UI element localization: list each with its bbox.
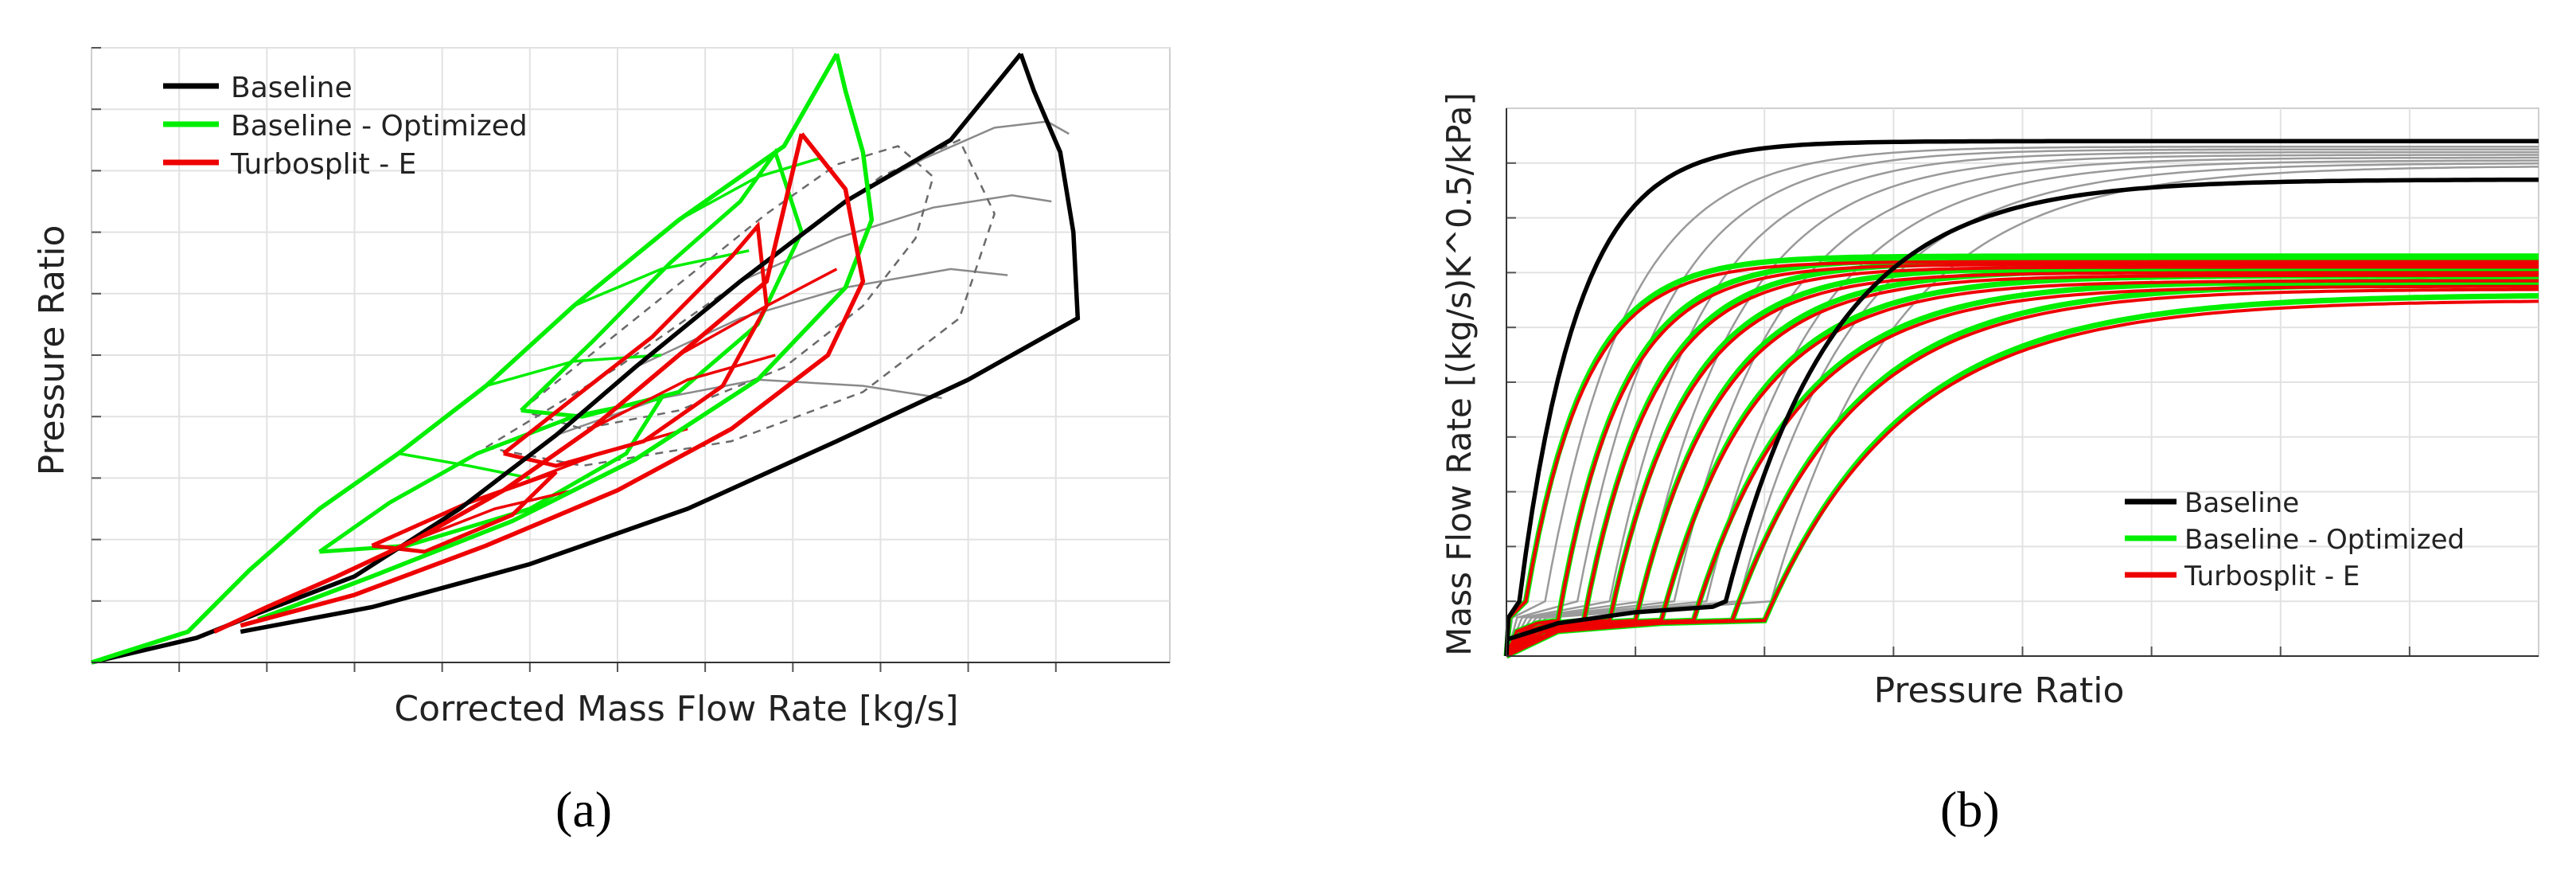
chart-b: Pressure Ratio Mass Flow Rate [(kg/s)K^0… bbox=[1440, 92, 2539, 711]
speed-line bbox=[415, 489, 575, 541]
panel-label-a: (a) bbox=[555, 781, 613, 838]
legend-b-label-turbosplit: Turbosplit - E bbox=[2184, 561, 2360, 592]
legend-a-label-baseline: Baseline bbox=[231, 72, 353, 104]
chart-b-xlabel: Pressure Ratio bbox=[1874, 670, 2125, 711]
panel-label-b: (b) bbox=[1940, 781, 2000, 838]
chart-b-series bbox=[1503, 139, 2539, 659]
chart-b-gray-curve bbox=[1505, 148, 2539, 657]
chart-b-curve bbox=[1505, 293, 2539, 659]
legend-a-label-turbosplit: Turbosplit - E bbox=[230, 148, 416, 181]
efficiency-island bbox=[371, 470, 558, 554]
choke-line bbox=[240, 132, 866, 628]
speed-line bbox=[590, 354, 776, 431]
chart-b-curve bbox=[1505, 284, 2539, 658]
chart-b-baseline-curve bbox=[1506, 177, 2539, 643]
chart-b-gray-curve bbox=[1505, 145, 2539, 657]
chart-b-gray-curve bbox=[1505, 150, 2539, 657]
chart-b-curve bbox=[1505, 281, 2539, 659]
chart-a-legend: Baseline Baseline - Optimized Turbosplit… bbox=[163, 72, 528, 181]
chart-a-xlabel: Corrected Mass Flow Rate [kg/s] bbox=[394, 689, 958, 729]
choke-line bbox=[257, 53, 875, 622]
chart-b-gray-curve bbox=[1506, 159, 2539, 657]
chart-b-ylabel: Mass Flow Rate [(kg/s)K^0.5/kPa] bbox=[1440, 92, 1479, 656]
efficiency-island bbox=[318, 395, 666, 554]
chart-b-curve bbox=[1504, 267, 2539, 658]
efficiency-island bbox=[485, 139, 996, 467]
chart-b-curve bbox=[1505, 279, 2539, 658]
chart-a: Corrected Mass Flow Rate [kg/s] Pressure… bbox=[32, 47, 1171, 729]
chart-a-series bbox=[91, 52, 1081, 665]
chart-b-curve bbox=[1505, 260, 2539, 657]
chart-b-curve bbox=[1505, 265, 2539, 658]
chart-a-ylabel: Pressure Ratio bbox=[32, 225, 72, 476]
legend-a-label-optimized: Baseline - Optimized bbox=[231, 110, 528, 143]
speed-line bbox=[739, 194, 1052, 283]
surge-line bbox=[213, 133, 804, 634]
speed-line bbox=[398, 451, 531, 480]
chart-b-baseline-curve bbox=[1504, 139, 2539, 657]
legend-b-label-baseline: Baseline bbox=[2184, 487, 2299, 519]
surge-line bbox=[91, 53, 839, 665]
chart-b-legend: Baseline Baseline - Optimized Turbosplit… bbox=[2125, 487, 2465, 592]
choke-line bbox=[240, 53, 1081, 635]
legend-b-label-optimized: Baseline - Optimized bbox=[2184, 524, 2465, 556]
chart-b-curve bbox=[1505, 273, 2539, 658]
chart-b-curve bbox=[1505, 263, 2539, 657]
chart-b-curve bbox=[1506, 287, 2539, 658]
chart-b-curve bbox=[1505, 271, 2539, 658]
chart-b-curve bbox=[1506, 299, 2539, 658]
